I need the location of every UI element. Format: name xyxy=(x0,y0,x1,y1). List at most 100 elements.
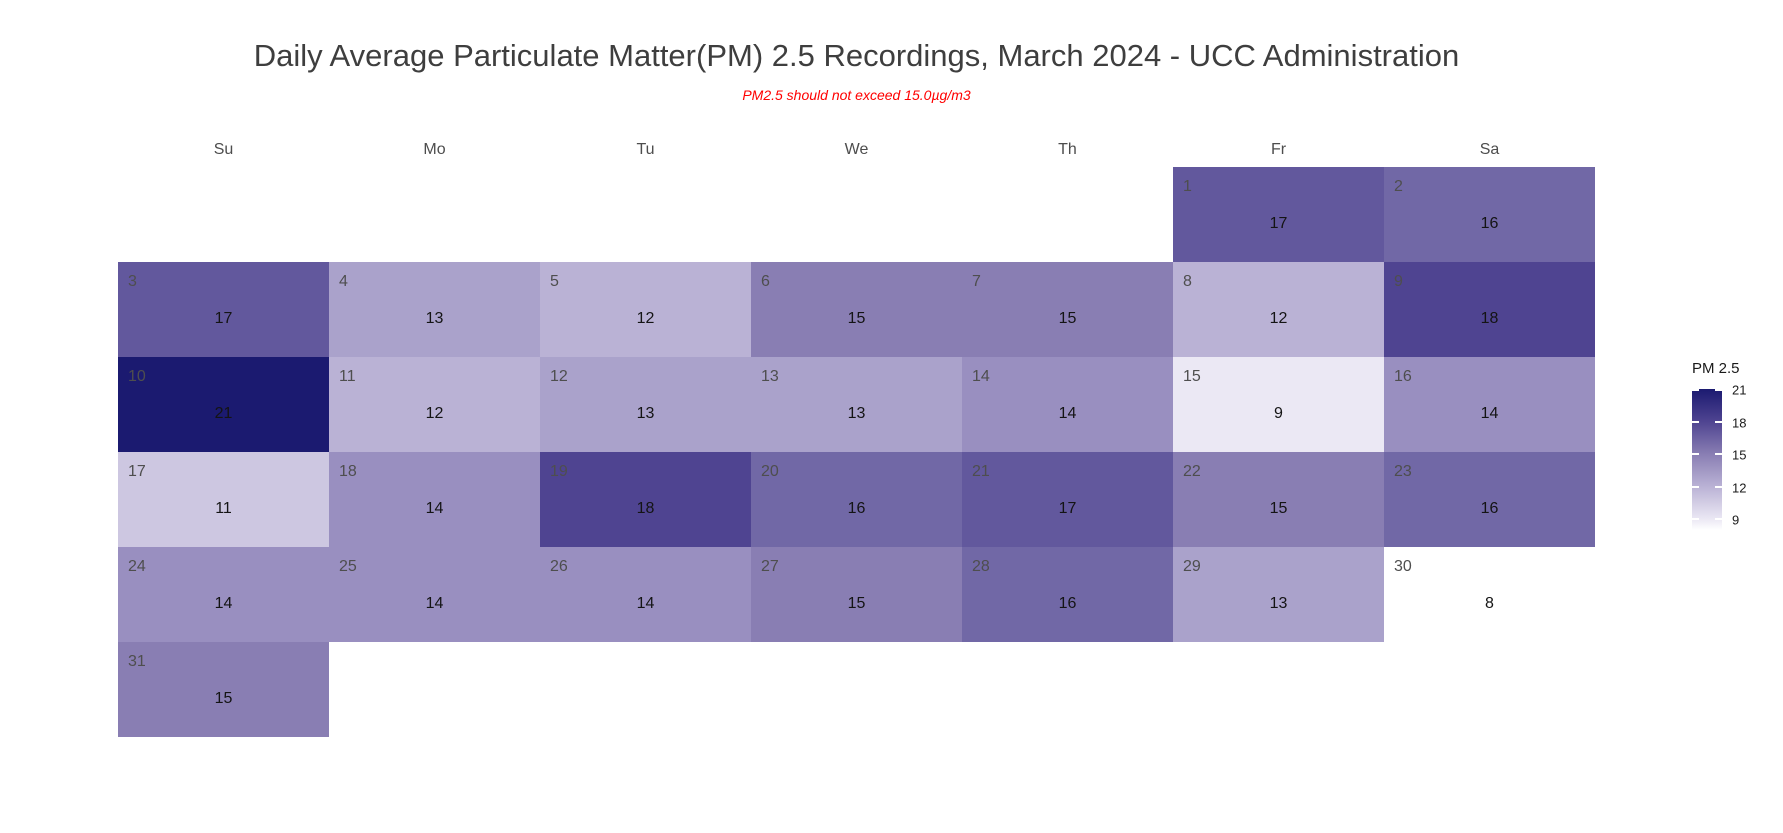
day-number: 12 xyxy=(550,368,568,385)
pm-value: 14 xyxy=(425,500,444,517)
pm-value: 15 xyxy=(1269,500,1288,517)
pm-value: 14 xyxy=(1058,405,1077,422)
calendar-cell-day-9: 9 18 xyxy=(1384,262,1595,357)
calendar-cell-day-5: 5 12 xyxy=(540,262,751,357)
legend-tick-label: 18 xyxy=(1732,415,1747,431)
chart-subtitle: PM2.5 should not exceed 15.0µg/m3 xyxy=(742,87,971,103)
pm-value: 15 xyxy=(214,690,233,707)
day-number: 23 xyxy=(1394,463,1412,480)
pm-value: 16 xyxy=(1480,215,1499,232)
legend-tickmark xyxy=(1715,518,1722,521)
calendar-grid: 1 17 2 16 3 17 4 13 5 12 6 15 7 15 8 12 9 18 10 21 11 12 12 13 1… xyxy=(118,167,1595,737)
pm-value: 15 xyxy=(847,595,866,612)
day-number: 14 xyxy=(972,368,990,385)
calendar-cell-day-13: 13 13 xyxy=(751,357,962,452)
calendar-cell-day-1: 1 17 xyxy=(1173,167,1384,262)
calendar-cell-day-16: 16 14 xyxy=(1384,357,1595,452)
pm-value: 15 xyxy=(1058,310,1077,327)
legend-tick-label: 21 xyxy=(1732,382,1747,398)
weekday-header-mo: Mo xyxy=(423,141,446,158)
calendar-cell-day-24: 24 14 xyxy=(118,547,329,642)
pm-value: 17 xyxy=(214,310,233,327)
calendar-cell-day-4: 4 13 xyxy=(329,262,540,357)
day-number: 20 xyxy=(761,463,779,480)
day-number: 26 xyxy=(550,558,568,575)
pm-value: 13 xyxy=(636,405,655,422)
calendar-cell-day-12: 12 13 xyxy=(540,357,751,452)
day-number: 10 xyxy=(128,368,146,385)
calendar-cell-day-31: 31 15 xyxy=(118,642,329,737)
day-number: 9 xyxy=(1394,273,1403,290)
pm-value: 12 xyxy=(636,310,655,327)
pm-value: 17 xyxy=(1269,215,1288,232)
pm-value: 12 xyxy=(425,405,444,422)
calendar-cell-day-2: 2 16 xyxy=(1384,167,1595,262)
calendar-cell-day-7: 7 15 xyxy=(962,262,1173,357)
day-number: 3 xyxy=(128,273,137,290)
calendar-cell-day-20: 20 16 xyxy=(751,452,962,547)
pm-value: 17 xyxy=(1058,500,1077,517)
day-number: 17 xyxy=(128,463,146,480)
day-number: 1 xyxy=(1183,178,1192,195)
pm-value: 9 xyxy=(1274,405,1283,422)
day-number: 27 xyxy=(761,558,779,575)
weekday-header-fr: Fr xyxy=(1270,141,1287,158)
day-number: 24 xyxy=(128,558,146,575)
day-number: 18 xyxy=(339,463,357,480)
calendar-cell-day-21: 21 17 xyxy=(962,452,1173,547)
legend-tick-label: 9 xyxy=(1732,512,1740,528)
day-number: 30 xyxy=(1394,558,1412,575)
day-number: 16 xyxy=(1394,368,1412,385)
day-number: 22 xyxy=(1183,463,1201,480)
weekday-header-sa: Sa xyxy=(1479,141,1500,158)
calendar-cell-day-17: 17 11 xyxy=(118,452,329,547)
pm-value: 16 xyxy=(1058,595,1077,612)
day-number: 15 xyxy=(1183,368,1201,385)
legend-tickmark xyxy=(1715,389,1722,391)
pm-value: 16 xyxy=(1480,500,1499,517)
legend-tickmark xyxy=(1715,485,1722,488)
pm-value: 16 xyxy=(847,500,866,517)
day-number: 31 xyxy=(128,653,146,670)
calendar-cell-day-29: 29 13 xyxy=(1173,547,1384,642)
legend-tickmark xyxy=(1692,518,1699,521)
calendar-cell-day-10: 10 21 xyxy=(118,357,329,452)
legend-title: PM 2.5 xyxy=(1692,360,1740,377)
pm-value: 14 xyxy=(636,595,655,612)
day-number: 29 xyxy=(1183,558,1201,575)
legend-tick-label: 12 xyxy=(1732,480,1747,496)
pm-value: 14 xyxy=(425,595,444,612)
day-number: 11 xyxy=(339,368,356,385)
chart-title: Daily Average Particulate Matter(PM) 2.5… xyxy=(253,38,1460,73)
calendar-cell-day-18: 18 14 xyxy=(329,452,540,547)
legend-tickmark xyxy=(1715,420,1722,423)
legend-tick-label: 15 xyxy=(1732,447,1747,463)
legend-tickmark xyxy=(1692,485,1699,488)
weekday-header-su: Su xyxy=(213,141,234,158)
pm-value: 21 xyxy=(214,405,233,422)
day-number: 21 xyxy=(972,463,990,480)
calendar-cell-day-14: 14 14 xyxy=(962,357,1173,452)
calendar-cell-day-15: 15 9 xyxy=(1173,357,1384,452)
legend-tickmark xyxy=(1692,389,1699,391)
day-number: 2 xyxy=(1394,178,1403,195)
legend-colorbar xyxy=(1692,389,1722,530)
day-number: 28 xyxy=(972,558,990,575)
day-number: 5 xyxy=(550,273,559,290)
weekday-header-we: We xyxy=(844,141,869,158)
calendar-cell-day-28: 28 16 xyxy=(962,547,1173,642)
day-number: 25 xyxy=(339,558,357,575)
pm-value: 15 xyxy=(847,310,866,327)
weekday-header-tu: Tu xyxy=(636,141,655,158)
day-number: 13 xyxy=(761,368,779,385)
pm-value: 13 xyxy=(1269,595,1288,612)
day-number: 6 xyxy=(761,273,770,290)
legend-tickmark xyxy=(1715,453,1722,456)
pm-value: 12 xyxy=(1269,310,1288,327)
legend-tickmark xyxy=(1692,453,1699,456)
day-number: 19 xyxy=(550,463,568,480)
calendar-cell-day-11: 11 12 xyxy=(329,357,540,452)
weekday-header-th: Th xyxy=(1058,141,1077,158)
pm-value: 14 xyxy=(214,595,233,612)
